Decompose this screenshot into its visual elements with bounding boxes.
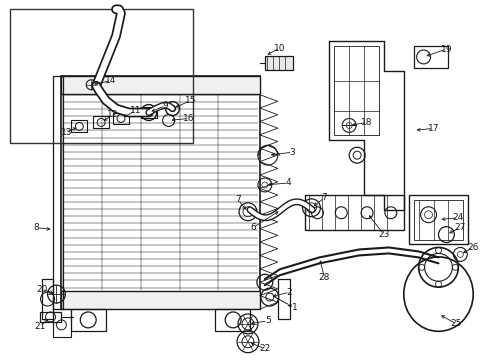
Text: 4: 4	[286, 179, 292, 188]
Bar	[215, 309, 250, 331]
Text: 8: 8	[34, 223, 40, 232]
Bar	[61, 291, 260, 309]
Text: 6: 6	[250, 223, 256, 232]
Text: 21: 21	[34, 322, 45, 331]
Text: 15: 15	[185, 96, 196, 105]
Text: 22: 22	[259, 344, 270, 353]
Text: 14: 14	[105, 76, 117, 85]
Text: 1: 1	[292, 302, 297, 311]
Bar	[40, 312, 61, 322]
Bar	[53, 309, 72, 337]
Text: 24: 24	[453, 213, 464, 222]
Bar	[409, 195, 468, 244]
Text: 19: 19	[441, 45, 452, 54]
Text: 10: 10	[274, 44, 286, 53]
Text: 20: 20	[36, 285, 47, 294]
Bar	[72, 309, 106, 331]
Text: 2: 2	[287, 288, 293, 297]
Bar	[61, 76, 260, 94]
Bar	[10, 9, 194, 143]
Bar	[414, 200, 464, 239]
Bar	[61, 76, 260, 309]
Text: 7: 7	[321, 193, 327, 202]
Bar	[93, 117, 109, 129]
Text: 18: 18	[361, 118, 373, 127]
Text: 23: 23	[378, 230, 390, 239]
Text: 9: 9	[163, 101, 169, 110]
Text: 3: 3	[290, 148, 295, 157]
Text: 27: 27	[455, 223, 466, 232]
Text: 16: 16	[183, 114, 194, 123]
Text: 13: 13	[61, 128, 72, 137]
Bar	[141, 107, 157, 118]
Bar	[334, 46, 379, 135]
Bar	[414, 46, 448, 68]
Text: 26: 26	[467, 243, 479, 252]
Bar	[53, 76, 63, 309]
Bar	[113, 113, 129, 125]
Bar	[265, 56, 293, 70]
Text: 17: 17	[428, 124, 439, 133]
Text: 12: 12	[107, 110, 119, 119]
Bar	[72, 121, 87, 132]
Text: 7: 7	[235, 195, 241, 204]
Text: 11: 11	[130, 106, 142, 115]
Bar	[305, 195, 404, 230]
Text: 28: 28	[318, 273, 330, 282]
Text: 25: 25	[451, 319, 462, 328]
Text: 5: 5	[265, 316, 270, 325]
